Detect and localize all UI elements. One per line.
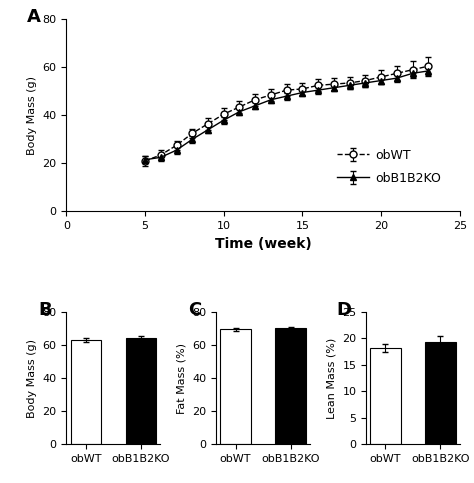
X-axis label: Time (week): Time (week)	[215, 237, 311, 251]
Y-axis label: Fat Mass (%): Fat Mass (%)	[177, 342, 187, 413]
Bar	[220, 329, 251, 444]
Bar	[425, 342, 456, 444]
Bar	[71, 340, 101, 444]
Text: A: A	[27, 8, 41, 26]
Bar	[126, 338, 156, 444]
Y-axis label: Body Mass (g): Body Mass (g)	[27, 339, 37, 418]
Legend: obWT, obB1B2KO: obWT, obB1B2KO	[332, 144, 446, 190]
Text: D: D	[336, 301, 351, 319]
Y-axis label: Body Mass (g): Body Mass (g)	[27, 76, 37, 155]
Y-axis label: Lean Mass (%): Lean Mass (%)	[327, 338, 337, 419]
Bar	[370, 348, 401, 444]
Text: C: C	[188, 301, 201, 319]
Bar	[275, 328, 306, 444]
Text: B: B	[38, 301, 52, 319]
